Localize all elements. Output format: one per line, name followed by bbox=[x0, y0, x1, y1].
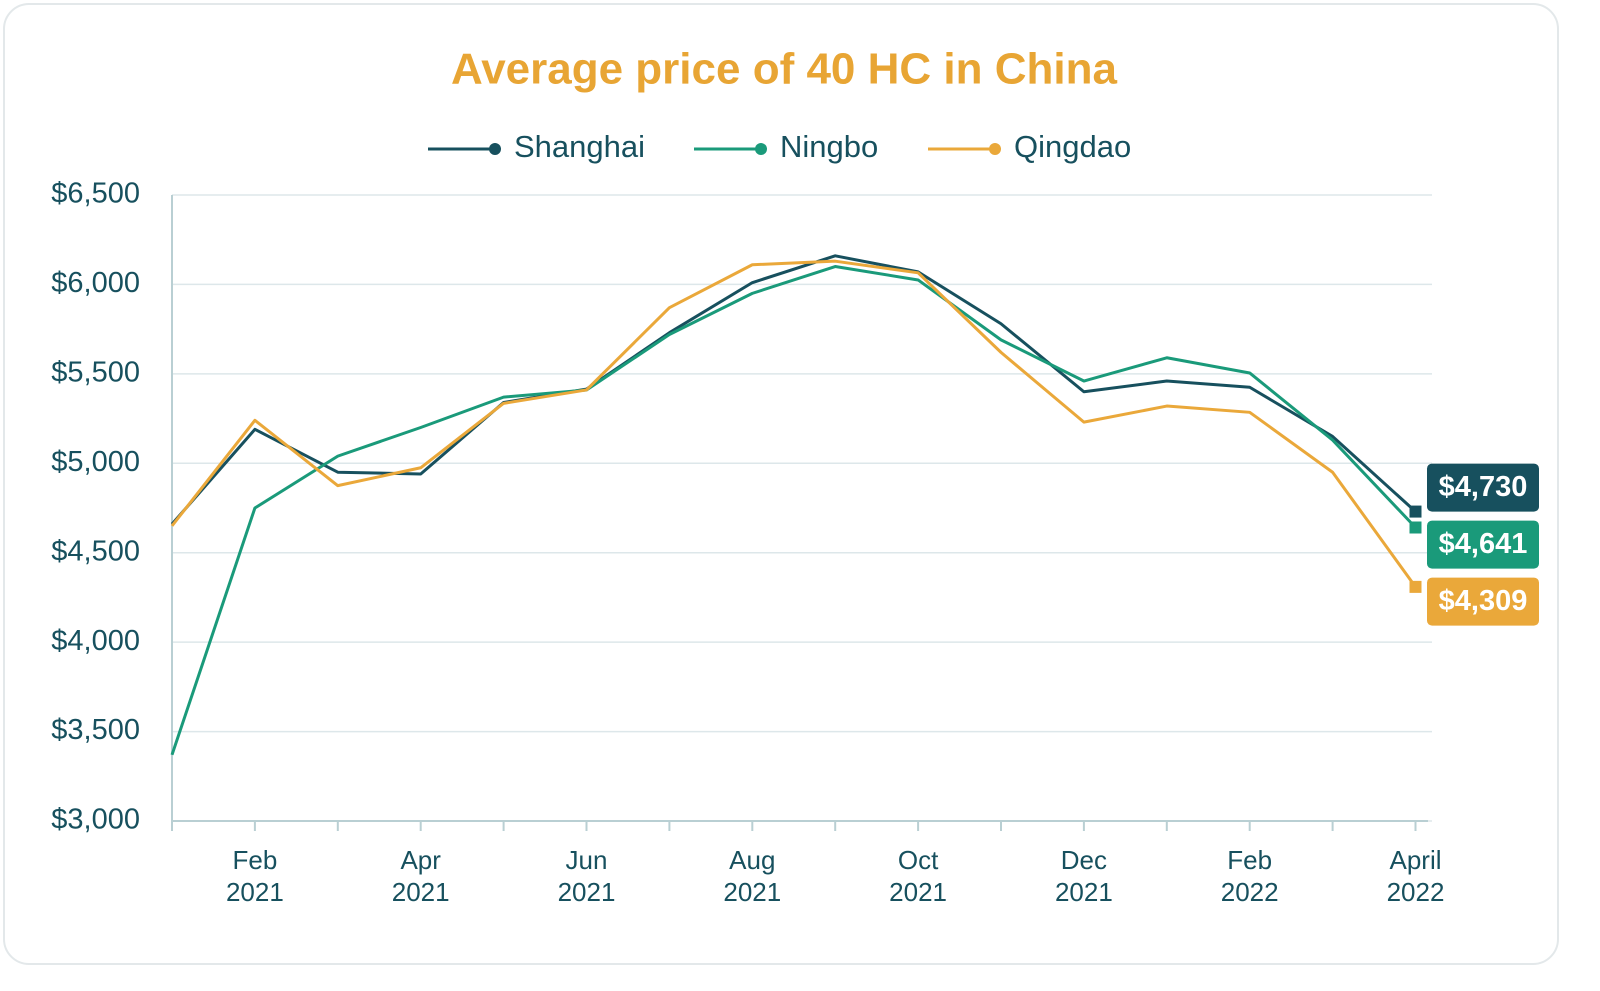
x-tick-label: Oct 2021 bbox=[889, 845, 947, 907]
value-label: $4,309 bbox=[1439, 585, 1528, 617]
x-tick-label: Jun 2021 bbox=[558, 845, 616, 907]
value-label-box bbox=[1427, 577, 1539, 626]
legend-dot bbox=[489, 143, 501, 155]
legend-dot bbox=[755, 143, 767, 155]
value-label: $4,641 bbox=[1439, 528, 1528, 560]
y-tick-label: $4,000 bbox=[51, 625, 140, 657]
x-tick-label: Feb 2021 bbox=[226, 845, 284, 907]
legend-label: Ningbo bbox=[780, 129, 878, 164]
value-label: $4,730 bbox=[1439, 471, 1528, 503]
legend-label: Shanghai bbox=[514, 129, 645, 164]
legend-item: Shanghai bbox=[428, 129, 645, 164]
legend-dot bbox=[989, 143, 1001, 155]
y-tick-label: $3,500 bbox=[51, 714, 140, 746]
end-point bbox=[1409, 580, 1422, 593]
legend-item: Qingdao bbox=[928, 129, 1131, 164]
series-line bbox=[170, 254, 1417, 526]
x-tick-label: Feb 2022 bbox=[1221, 845, 1279, 907]
end-point bbox=[1409, 521, 1422, 534]
x-tick-label: Apr 2021 bbox=[392, 845, 450, 907]
chart-title: Average price of 40 HC in China bbox=[451, 45, 1117, 94]
x-tick-label: Aug 2021 bbox=[723, 845, 781, 907]
series-line bbox=[170, 265, 1417, 756]
y-tick-label: $5,500 bbox=[51, 357, 140, 389]
y-tick-label: $3,000 bbox=[51, 804, 140, 836]
x-tick-label: Dec 2021 bbox=[1055, 845, 1113, 907]
series-line bbox=[170, 259, 1417, 588]
legend-item: Ningbo bbox=[694, 129, 878, 164]
y-tick-label: $4,500 bbox=[51, 535, 140, 567]
legend-label: Qingdao bbox=[1014, 129, 1131, 164]
y-tick-label: $5,000 bbox=[51, 446, 140, 478]
end-point bbox=[1409, 505, 1422, 518]
card bbox=[3, 3, 1559, 965]
y-tick-label: $6,000 bbox=[51, 267, 140, 299]
value-label-box bbox=[1427, 463, 1539, 512]
x-tick-label: April 2022 bbox=[1387, 845, 1445, 907]
y-tick-label: $6,500 bbox=[51, 178, 140, 210]
value-label-box bbox=[1427, 520, 1539, 569]
